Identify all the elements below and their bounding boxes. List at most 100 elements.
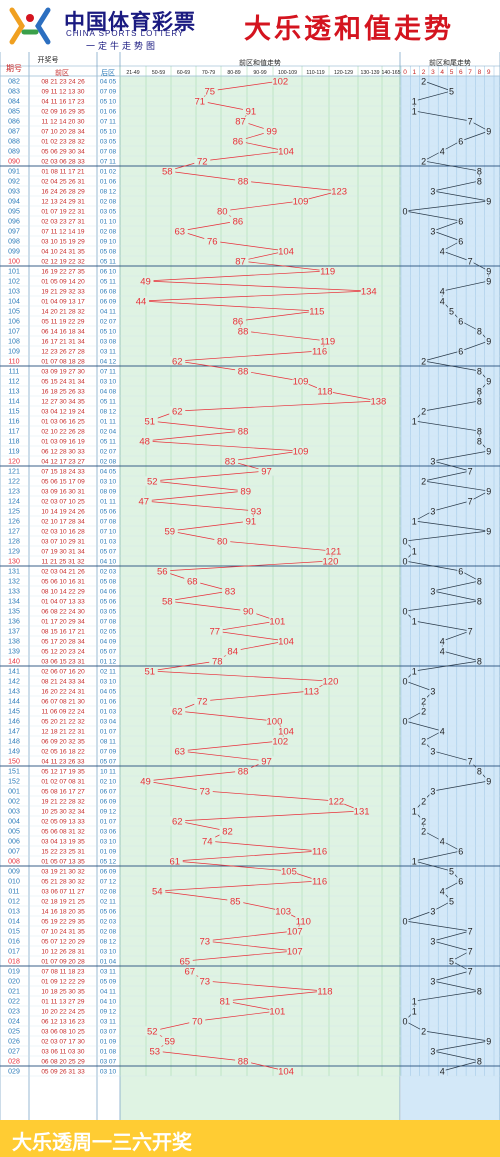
period-cell: 010 xyxy=(8,879,20,886)
period-cell: 112 xyxy=(8,379,19,386)
sum-value-label: 54 xyxy=(152,887,163,898)
tail-value-label: 6 xyxy=(458,567,463,577)
sum-label-bg xyxy=(263,126,280,136)
tail-value-label: 1 xyxy=(412,517,417,527)
sum-value-label: 52 xyxy=(147,477,158,488)
front-numbers-cell: 01 03 06 16 25 xyxy=(41,419,85,426)
front-numbers-cell: 05 08 16 17 27 xyxy=(41,789,85,796)
sum-label-bg xyxy=(171,226,188,236)
sum-label-bg xyxy=(278,1066,295,1076)
tail-label-bg xyxy=(485,486,493,496)
back-numbers-cell: 05 06 xyxy=(100,909,117,916)
sum-label-bg xyxy=(161,1036,178,1046)
front-numbers-cell: 06 08 20 25 29 xyxy=(41,1059,85,1066)
sum-value-label: 67 xyxy=(184,967,195,978)
front-numbers-cell: 07 11 12 14 19 xyxy=(42,229,85,236)
tail-value-label: 7 xyxy=(468,947,473,957)
front-numbers-cell: 02 03 07 17 30 xyxy=(41,1039,85,1046)
period-cell: 020 xyxy=(8,979,20,986)
tail-label-bg xyxy=(438,886,446,896)
tail-label-bg xyxy=(420,696,428,706)
sum-label-bg xyxy=(286,926,303,936)
period-cell: 022 xyxy=(8,999,20,1006)
tail-value-label: 5 xyxy=(449,867,454,877)
front-numbers-cell: 01 08 11 17 21 xyxy=(42,169,85,176)
tail-label-bg xyxy=(475,176,483,186)
front-numbers-cell: 10 25 30 32 34 xyxy=(41,809,85,816)
trend-chart: 期号 开奖号 前区 后区 前区和值走势 前区和尾走势 21-49 50-59 60-… xyxy=(0,52,500,1120)
tail-label-bg xyxy=(438,726,446,736)
period-cell: 133 xyxy=(8,589,20,596)
sum-label-bg xyxy=(316,986,333,996)
sum-label-bg xyxy=(308,306,325,316)
tail-label-bg xyxy=(429,686,437,696)
tail-label-bg xyxy=(485,1036,493,1046)
digit-label: 5 xyxy=(450,69,454,76)
tail-value-label: 8 xyxy=(477,327,482,337)
front-numbers-cell: 12 27 30 34 35 xyxy=(41,399,85,406)
tail-value-label: 1 xyxy=(412,1007,417,1017)
back-numbers-cell: 07 08 xyxy=(100,519,117,526)
tail-label-bg xyxy=(429,976,437,986)
sum-value-label: 138 xyxy=(370,397,386,408)
tail-label-bg xyxy=(429,226,437,236)
tail-value-label: 6 xyxy=(458,847,463,857)
tail-label-bg xyxy=(401,536,409,546)
sum-label-bg xyxy=(169,706,186,716)
period-cell: 142 xyxy=(8,679,20,686)
front-numbers-cell: 01 02 07 08 31 xyxy=(41,779,85,786)
back-numbers-cell: 03 10 xyxy=(100,679,117,686)
sum-value-label: 123 xyxy=(331,187,347,198)
tail-value-label: 9 xyxy=(486,197,491,207)
front-numbers-cell: 01 03 09 16 19 xyxy=(41,439,85,446)
back-numbers-cell: 05 10 xyxy=(100,129,117,136)
period-cell: 082 xyxy=(8,79,20,86)
period-cell: 137 xyxy=(8,629,20,636)
back-numbers-cell: 08 12 xyxy=(100,939,117,946)
period-cell: 132 xyxy=(8,579,20,586)
tail-value-label: 3 xyxy=(430,227,435,237)
tail-value-label: 1 xyxy=(412,617,417,627)
tail-label-bg xyxy=(475,436,483,446)
back-numbers-cell: 05 07 xyxy=(100,549,117,556)
sum-label-bg xyxy=(311,876,328,886)
back-numbers-cell: 08 09 xyxy=(100,489,117,496)
tail-value-label: 9 xyxy=(486,337,491,347)
tail-value-label: 2 xyxy=(421,1027,426,1037)
front-numbers-cell: 05 12 20 23 24 xyxy=(41,649,85,656)
tail-label-bg xyxy=(410,996,418,1006)
sum-value-label: 109 xyxy=(293,447,309,458)
period-cell: 026 xyxy=(8,1039,20,1046)
front-numbers-cell: 01 02 23 28 32 xyxy=(41,139,85,146)
tail-value-label: 5 xyxy=(449,307,454,317)
tail-value-label: 9 xyxy=(486,777,491,787)
sum-value-label: 62 xyxy=(172,357,183,368)
front-numbers-cell: 15 22 23 25 31 xyxy=(41,849,85,856)
back-numbers-cell: 03 04 xyxy=(100,719,117,726)
tail-value-label: 1 xyxy=(412,417,417,427)
range-label: 120-129 xyxy=(334,70,353,76)
period-cell: 121 xyxy=(8,469,20,476)
tail-label-bg xyxy=(475,1056,483,1066)
tail-value-label: 8 xyxy=(477,387,482,397)
sum-trend-header: 前区和值走势 xyxy=(239,58,281,67)
back-numbers-cell: 05 11 xyxy=(100,399,116,406)
sum-value-label: 102 xyxy=(272,77,288,88)
sum-label-bg xyxy=(235,426,252,436)
sum-label-bg xyxy=(258,756,275,766)
tail-value-label: 9 xyxy=(486,267,491,277)
tail-value-label: 0 xyxy=(402,917,407,927)
sum-label-bg xyxy=(196,936,213,946)
sum-label-bg xyxy=(319,266,336,276)
tail-label-bg xyxy=(466,626,474,636)
back-numbers-cell: 01 11 xyxy=(100,499,116,506)
sum-label-bg xyxy=(322,676,339,686)
sum-label-bg xyxy=(169,406,186,416)
sum-label-bg xyxy=(222,586,239,596)
tail-label-bg xyxy=(438,836,446,846)
sum-label-bg xyxy=(135,496,152,506)
tail-label-bg xyxy=(420,796,428,806)
sum-value-label: 52 xyxy=(147,1027,158,1038)
back-numbers-cell: 08 12 xyxy=(100,409,117,416)
back-numbers-cell: 04 05 xyxy=(100,469,117,476)
